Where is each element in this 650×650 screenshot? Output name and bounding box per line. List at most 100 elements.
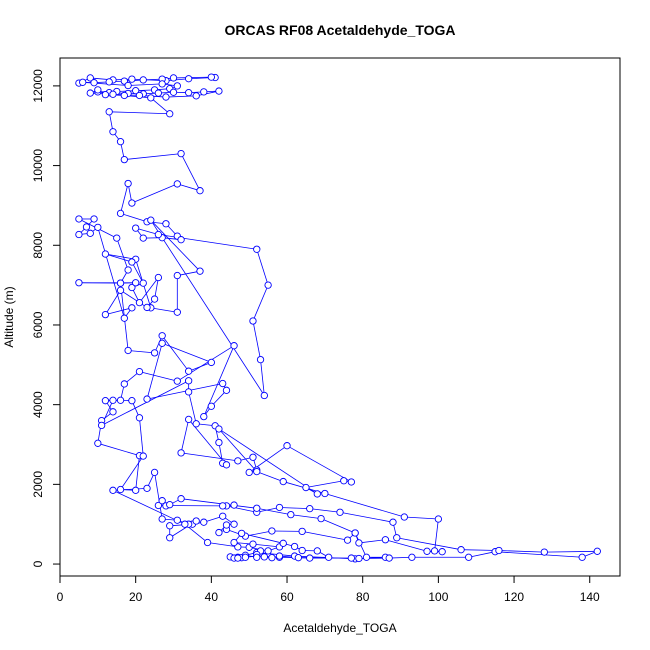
series-segment	[544, 550, 598, 553]
data-point	[120, 380, 128, 388]
data-point	[109, 128, 117, 136]
data-point	[166, 501, 174, 509]
data-point	[135, 414, 144, 422]
data-point	[116, 485, 125, 494]
data-point	[113, 234, 121, 242]
series-segment	[105, 253, 133, 263]
data-point	[268, 554, 276, 562]
series-segment	[256, 471, 284, 482]
data-point	[275, 503, 284, 512]
y-tick-label: 8000	[31, 232, 45, 259]
data-point	[128, 75, 136, 83]
data-point	[173, 308, 181, 316]
data-point	[150, 468, 159, 477]
data-point	[184, 75, 193, 83]
series-segment	[146, 343, 163, 400]
series-segment	[252, 320, 261, 360]
data-point	[249, 540, 257, 548]
data-point	[423, 547, 431, 555]
x-tick-label: 100	[428, 590, 448, 604]
x-tick-label: 80	[356, 590, 370, 604]
data-point	[75, 230, 83, 239]
y-axis: 0 2000 4000 6000 8000 10000 12000	[31, 69, 61, 567]
data-point	[181, 520, 189, 528]
data-point	[207, 73, 216, 81]
series-segment	[252, 284, 269, 322]
series-segment	[150, 219, 201, 272]
data-point	[135, 299, 144, 307]
data-point	[253, 504, 261, 512]
data-point	[128, 258, 136, 266]
data-point	[355, 554, 363, 563]
data-point	[173, 82, 181, 90]
data-point	[245, 468, 253, 477]
data-point	[105, 108, 113, 116]
series-segment	[139, 371, 178, 382]
data-point	[207, 402, 216, 410]
data-point	[400, 513, 408, 521]
data-point	[184, 367, 193, 375]
data-point	[128, 397, 136, 405]
data-point	[166, 534, 174, 542]
data-point	[105, 78, 113, 86]
data-point	[249, 453, 257, 461]
data-point	[200, 518, 208, 526]
series-segment	[82, 81, 129, 86]
data-point	[124, 266, 132, 274]
data-point	[215, 425, 223, 433]
y-tick-label: 2000	[31, 471, 45, 498]
data-point	[249, 317, 257, 325]
series-segment	[177, 345, 235, 382]
data-point	[200, 88, 208, 96]
data-point	[268, 527, 276, 535]
data-point	[215, 528, 223, 537]
data-point	[184, 388, 193, 396]
series-segment	[498, 550, 545, 553]
series-segment	[495, 551, 583, 558]
data-point	[222, 386, 231, 394]
data-point	[192, 92, 200, 100]
data-point	[306, 505, 314, 513]
data-point	[347, 478, 356, 486]
chart-title: ORCAS RF08 Acetaldehyde_TOGA	[224, 22, 455, 38]
data-point	[75, 215, 83, 223]
data-point	[154, 230, 163, 239]
data-point	[464, 553, 473, 561]
data-point	[173, 377, 181, 385]
data-point	[162, 93, 170, 101]
data-point	[219, 379, 227, 388]
x-axis-label: Acetaldehyde_TOGA	[283, 621, 396, 635]
series-segment	[120, 183, 129, 214]
data-point	[253, 245, 261, 253]
data-point	[154, 273, 163, 282]
data-point	[275, 552, 284, 560]
data-point	[128, 304, 136, 312]
data-point	[317, 514, 325, 523]
data-point	[173, 180, 181, 188]
data-point	[97, 421, 106, 430]
data-point	[253, 467, 261, 476]
series-segment	[196, 90, 220, 97]
data-point	[158, 80, 166, 88]
data-point	[279, 539, 287, 547]
data-point	[166, 110, 174, 118]
data-point	[196, 187, 204, 195]
data-point	[116, 138, 125, 146]
data-point	[147, 94, 155, 102]
data-point	[207, 358, 216, 367]
series-segment	[101, 380, 189, 426]
data-point	[94, 439, 102, 447]
data-point	[94, 223, 102, 231]
data-point	[177, 149, 185, 158]
data-point	[260, 553, 268, 561]
data-point	[120, 155, 128, 164]
data-point	[408, 553, 416, 561]
y-axis-label: Altitude (m)	[2, 286, 16, 347]
data-point	[154, 89, 163, 97]
series-segment	[309, 508, 341, 513]
data-point	[287, 510, 295, 519]
data-point	[132, 87, 140, 95]
data-point	[279, 477, 287, 486]
series-segment	[124, 153, 182, 161]
series-segment	[396, 537, 462, 551]
